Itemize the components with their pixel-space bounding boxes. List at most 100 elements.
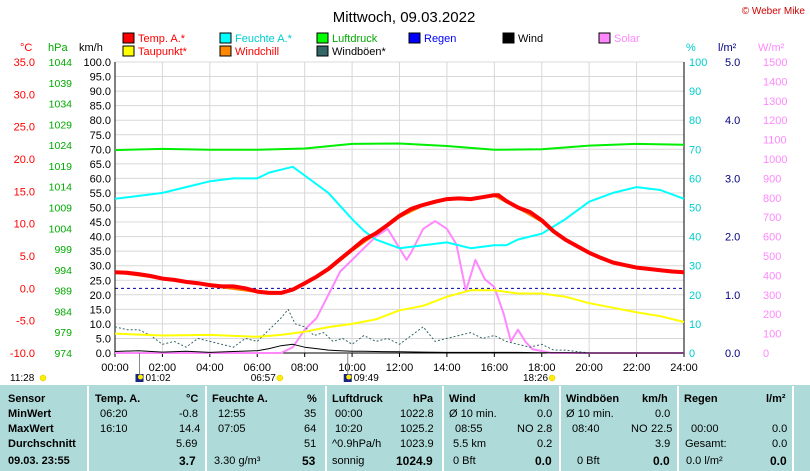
temp-tick-label: 10.0: [14, 219, 35, 231]
legend: Temp. A.* Feuchte A.* Luftdruck Regen Wind So…: [122, 32, 640, 58]
legend-swatch: [408, 32, 421, 44]
wind-tick-label: 15.0: [90, 304, 111, 316]
press-unit-cell: hPa: [413, 393, 434, 405]
legend-swatch: [219, 32, 232, 44]
wind-tick-label: 75.0: [90, 130, 111, 142]
pressure-tick-label: 1014: [49, 182, 73, 194]
table-divider: [792, 386, 794, 471]
series-temp-a: [114, 193, 685, 295]
wind-tick-label: 90.0: [90, 86, 111, 98]
series-luftdruck: [114, 142, 685, 152]
temp-current: 3.7: [179, 454, 196, 468]
solar-tick-label: 800: [763, 193, 781, 205]
temp-tick-label: 30.0: [14, 89, 35, 101]
pressure-tick-label: 994: [54, 265, 72, 277]
wind-tick-label: 35.0: [90, 246, 111, 258]
humidity-tick-label: 10: [689, 319, 701, 331]
row-label-max: MaxWert: [8, 423, 54, 435]
temp-tick-label: 15.0: [14, 186, 35, 198]
wind-label-1: 08:55: [455, 423, 483, 435]
wind-tick-label: 25.0: [90, 275, 111, 287]
solar-tick-label: 1100: [763, 135, 787, 147]
pressure-tick-label: 1024: [49, 140, 73, 152]
wind-tick-label: 10.0: [90, 319, 111, 331]
series-group: [114, 142, 685, 354]
temp-tick-label: 25.0: [14, 122, 35, 134]
temp-max: 14.4: [179, 423, 201, 435]
temp-tick-label: -5.0: [16, 316, 35, 328]
press-max: 1025.2: [400, 423, 434, 435]
series-wind: [114, 343, 684, 354]
rain-val-1: 0.0: [772, 423, 788, 435]
temp-min-time: 06:20: [100, 408, 128, 420]
humidity-tick-label: 0: [689, 348, 695, 360]
solar-tick-label: 700: [763, 212, 781, 224]
solar-tick-label: 0: [763, 348, 769, 360]
hum-max: 64: [304, 423, 317, 435]
pressure-tick-label: 1044: [49, 57, 73, 69]
wind-label-0: Ø 10 min.: [449, 408, 497, 420]
rain-tick-label: 0.0: [725, 348, 740, 360]
pressure-tick-label: 989: [54, 286, 72, 298]
humidity-tick-label: 50: [689, 203, 701, 215]
solar-tick-label: 100: [763, 329, 781, 341]
pressure-tick-label: 1019: [49, 161, 73, 173]
sun-icon: [39, 374, 47, 382]
humidity-tick-label: 70: [689, 144, 701, 156]
moonrise-time: 01:02: [145, 373, 170, 384]
legend-swatch: [316, 32, 329, 44]
rain-unit: l/m²: [718, 42, 737, 54]
temp-tick-label: 5.0: [20, 251, 35, 263]
row-label-avg: Durchschnitt: [8, 438, 76, 450]
table-divider: [325, 386, 327, 471]
rain-tick-label: 3.0: [725, 173, 740, 185]
rain-label-1: 00:00: [691, 423, 719, 435]
gust-unit-cell: km/h: [642, 393, 668, 405]
wind-header: Wind: [449, 393, 476, 405]
press-min: 1022.8: [400, 408, 434, 420]
wind-label-2: 5.5 km: [453, 438, 487, 450]
legend-label: Feuchte A.*: [235, 33, 293, 45]
sun-icon: [276, 374, 284, 382]
legend-label: Wind: [518, 33, 543, 45]
hum-unit-cell: %: [307, 393, 317, 405]
solar-tick-label: 1300: [763, 96, 787, 108]
gust-header: Windböen: [566, 393, 620, 405]
temp-tick-label: 0.0: [20, 283, 35, 295]
gust-val-0: 0.0: [655, 408, 671, 420]
humidity-tick-label: 90: [689, 86, 701, 98]
solar-tick-label: 900: [763, 173, 781, 185]
wind-dir: NO: [517, 423, 534, 435]
legend-label: Taupunkt*: [138, 46, 188, 58]
rain-header: Regen: [684, 393, 718, 405]
humidity-tick-label: 20: [689, 290, 701, 302]
pressure-tick-label: 1004: [49, 223, 73, 235]
pressure-tick-label: 999: [54, 244, 72, 256]
series-feuchte-a: [114, 165, 685, 250]
pressure-tick-label: 1039: [49, 78, 73, 90]
solar-unit: W/m²: [758, 42, 785, 54]
hum-max-time: 07:05: [218, 423, 246, 435]
x-tick-label: 00:00: [101, 362, 129, 374]
wind-val-1: 2.8: [537, 423, 553, 435]
series-taupunkt: [114, 289, 685, 338]
humidity-tick-label: 60: [689, 173, 701, 185]
rain-unit-cell: l/m²: [766, 393, 786, 405]
hum-avg: 51: [304, 438, 317, 450]
wind-tick-label: 5.0: [96, 333, 111, 345]
temp-tick-label: 35.0: [14, 57, 35, 69]
press-current: 1024.9: [396, 454, 433, 468]
pressure-tick-label: 984: [54, 306, 72, 318]
table-divider: [559, 386, 561, 471]
gust-dir: NO: [631, 423, 648, 435]
rain-tick-label: 4.0: [725, 115, 740, 127]
temp-tick-label: 20.0: [14, 154, 35, 166]
sunset-time: 18:26: [523, 373, 548, 384]
x-tick-label: 10:00: [338, 362, 366, 374]
legend-swatch: [316, 45, 329, 57]
axes: 35.0 30.0 25.0 20.0 15.0 10.0 5.0 0.0 -5.0 -10.0 1…: [10, 57, 788, 374]
pressure-tick-label: 1029: [49, 119, 73, 131]
moon-icon: [346, 374, 352, 380]
row-label-min: MinWert: [8, 408, 52, 420]
rain-label-3: 0.0 l/m²: [686, 455, 723, 467]
